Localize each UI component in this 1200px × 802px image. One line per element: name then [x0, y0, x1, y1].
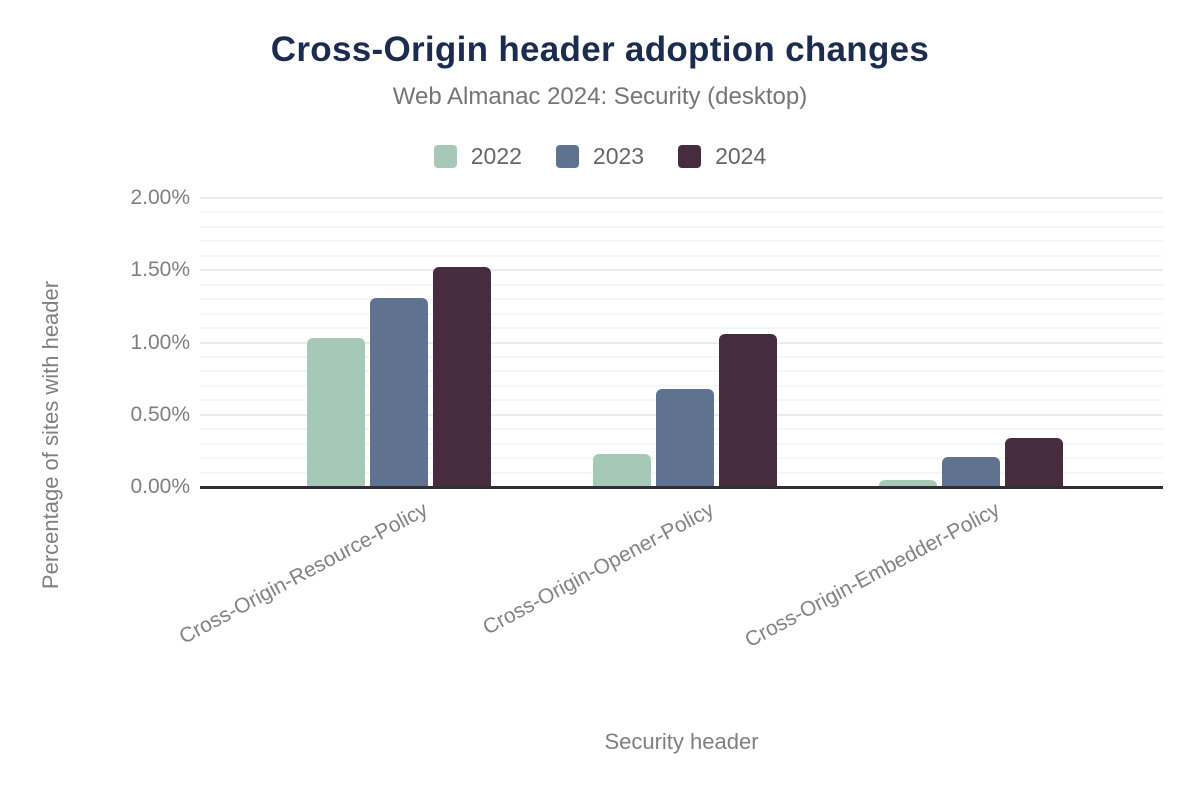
x-axis-line [200, 485, 1163, 489]
legend-swatch-2023 [555, 145, 579, 168]
y-tick-label: 0.50% [130, 402, 190, 426]
legend-label: 2024 [715, 143, 767, 169]
minor-gridline [200, 370, 1163, 373]
legend-item-2022[interactable]: 2022 [433, 143, 522, 170]
bar-2022-cross-origin-embedder-policy[interactable] [879, 480, 937, 487]
bar-2024-cross-origin-embedder-policy[interactable] [1005, 438, 1063, 487]
chart-title: Cross-Origin header adoption changes [270, 30, 930, 69]
bar-2024-cross-origin-resource-policy[interactable] [433, 267, 491, 487]
legend-label: 2022 [470, 143, 522, 169]
legend-item-2024[interactable]: 2024 [678, 143, 766, 170]
major-gridline [200, 269, 1163, 272]
minor-gridline [200, 298, 1163, 301]
bar-2023-cross-origin-opener-policy[interactable] [656, 389, 714, 487]
y-tick-label: 1.50% [130, 258, 190, 282]
y-tick-label: 0.00% [130, 475, 190, 498]
x-category-label: Cross-Origin-Opener-Policy [479, 498, 718, 640]
minor-gridline [200, 225, 1163, 228]
y-tick-label: 1.00% [130, 330, 190, 354]
legend-swatch-2022 [433, 145, 457, 168]
bar-2022-cross-origin-opener-policy[interactable] [593, 454, 651, 487]
legend: 2022 2023 2024 [0, 143, 1200, 170]
y-tick-label: 2.00% [130, 186, 190, 209]
bar-2023-cross-origin-embedder-policy[interactable] [942, 457, 1000, 487]
bar-2022-cross-origin-resource-policy[interactable] [307, 338, 365, 487]
major-gridline [200, 197, 1163, 199]
x-category-label: Cross-Origin-Resource-Policy [175, 498, 432, 649]
legend-label: 2023 [592, 143, 645, 169]
minor-gridline [200, 312, 1163, 315]
x-axis-title: Security header [604, 729, 759, 754]
minor-gridline [200, 355, 1163, 358]
chart-subtitle: Web Almanac 2024: Security (desktop) [392, 83, 808, 110]
legend-swatch-2024 [678, 145, 702, 168]
minor-gridline [200, 240, 1163, 243]
minor-gridline [200, 327, 1163, 330]
minor-gridline [200, 254, 1163, 257]
legend-item-2023[interactable]: 2023 [555, 143, 645, 170]
minor-gridline [200, 211, 1163, 214]
minor-gridline [200, 384, 1163, 387]
y-axis-title: Percentage of sites with header [38, 280, 63, 590]
major-gridline [200, 341, 1163, 344]
bar-2023-cross-origin-resource-policy[interactable] [370, 298, 428, 487]
minor-gridline [200, 283, 1163, 286]
bar-2024-cross-origin-opener-policy[interactable] [719, 334, 777, 487]
x-category-label: Cross-Origin-Embedder-Policy [741, 498, 1004, 652]
